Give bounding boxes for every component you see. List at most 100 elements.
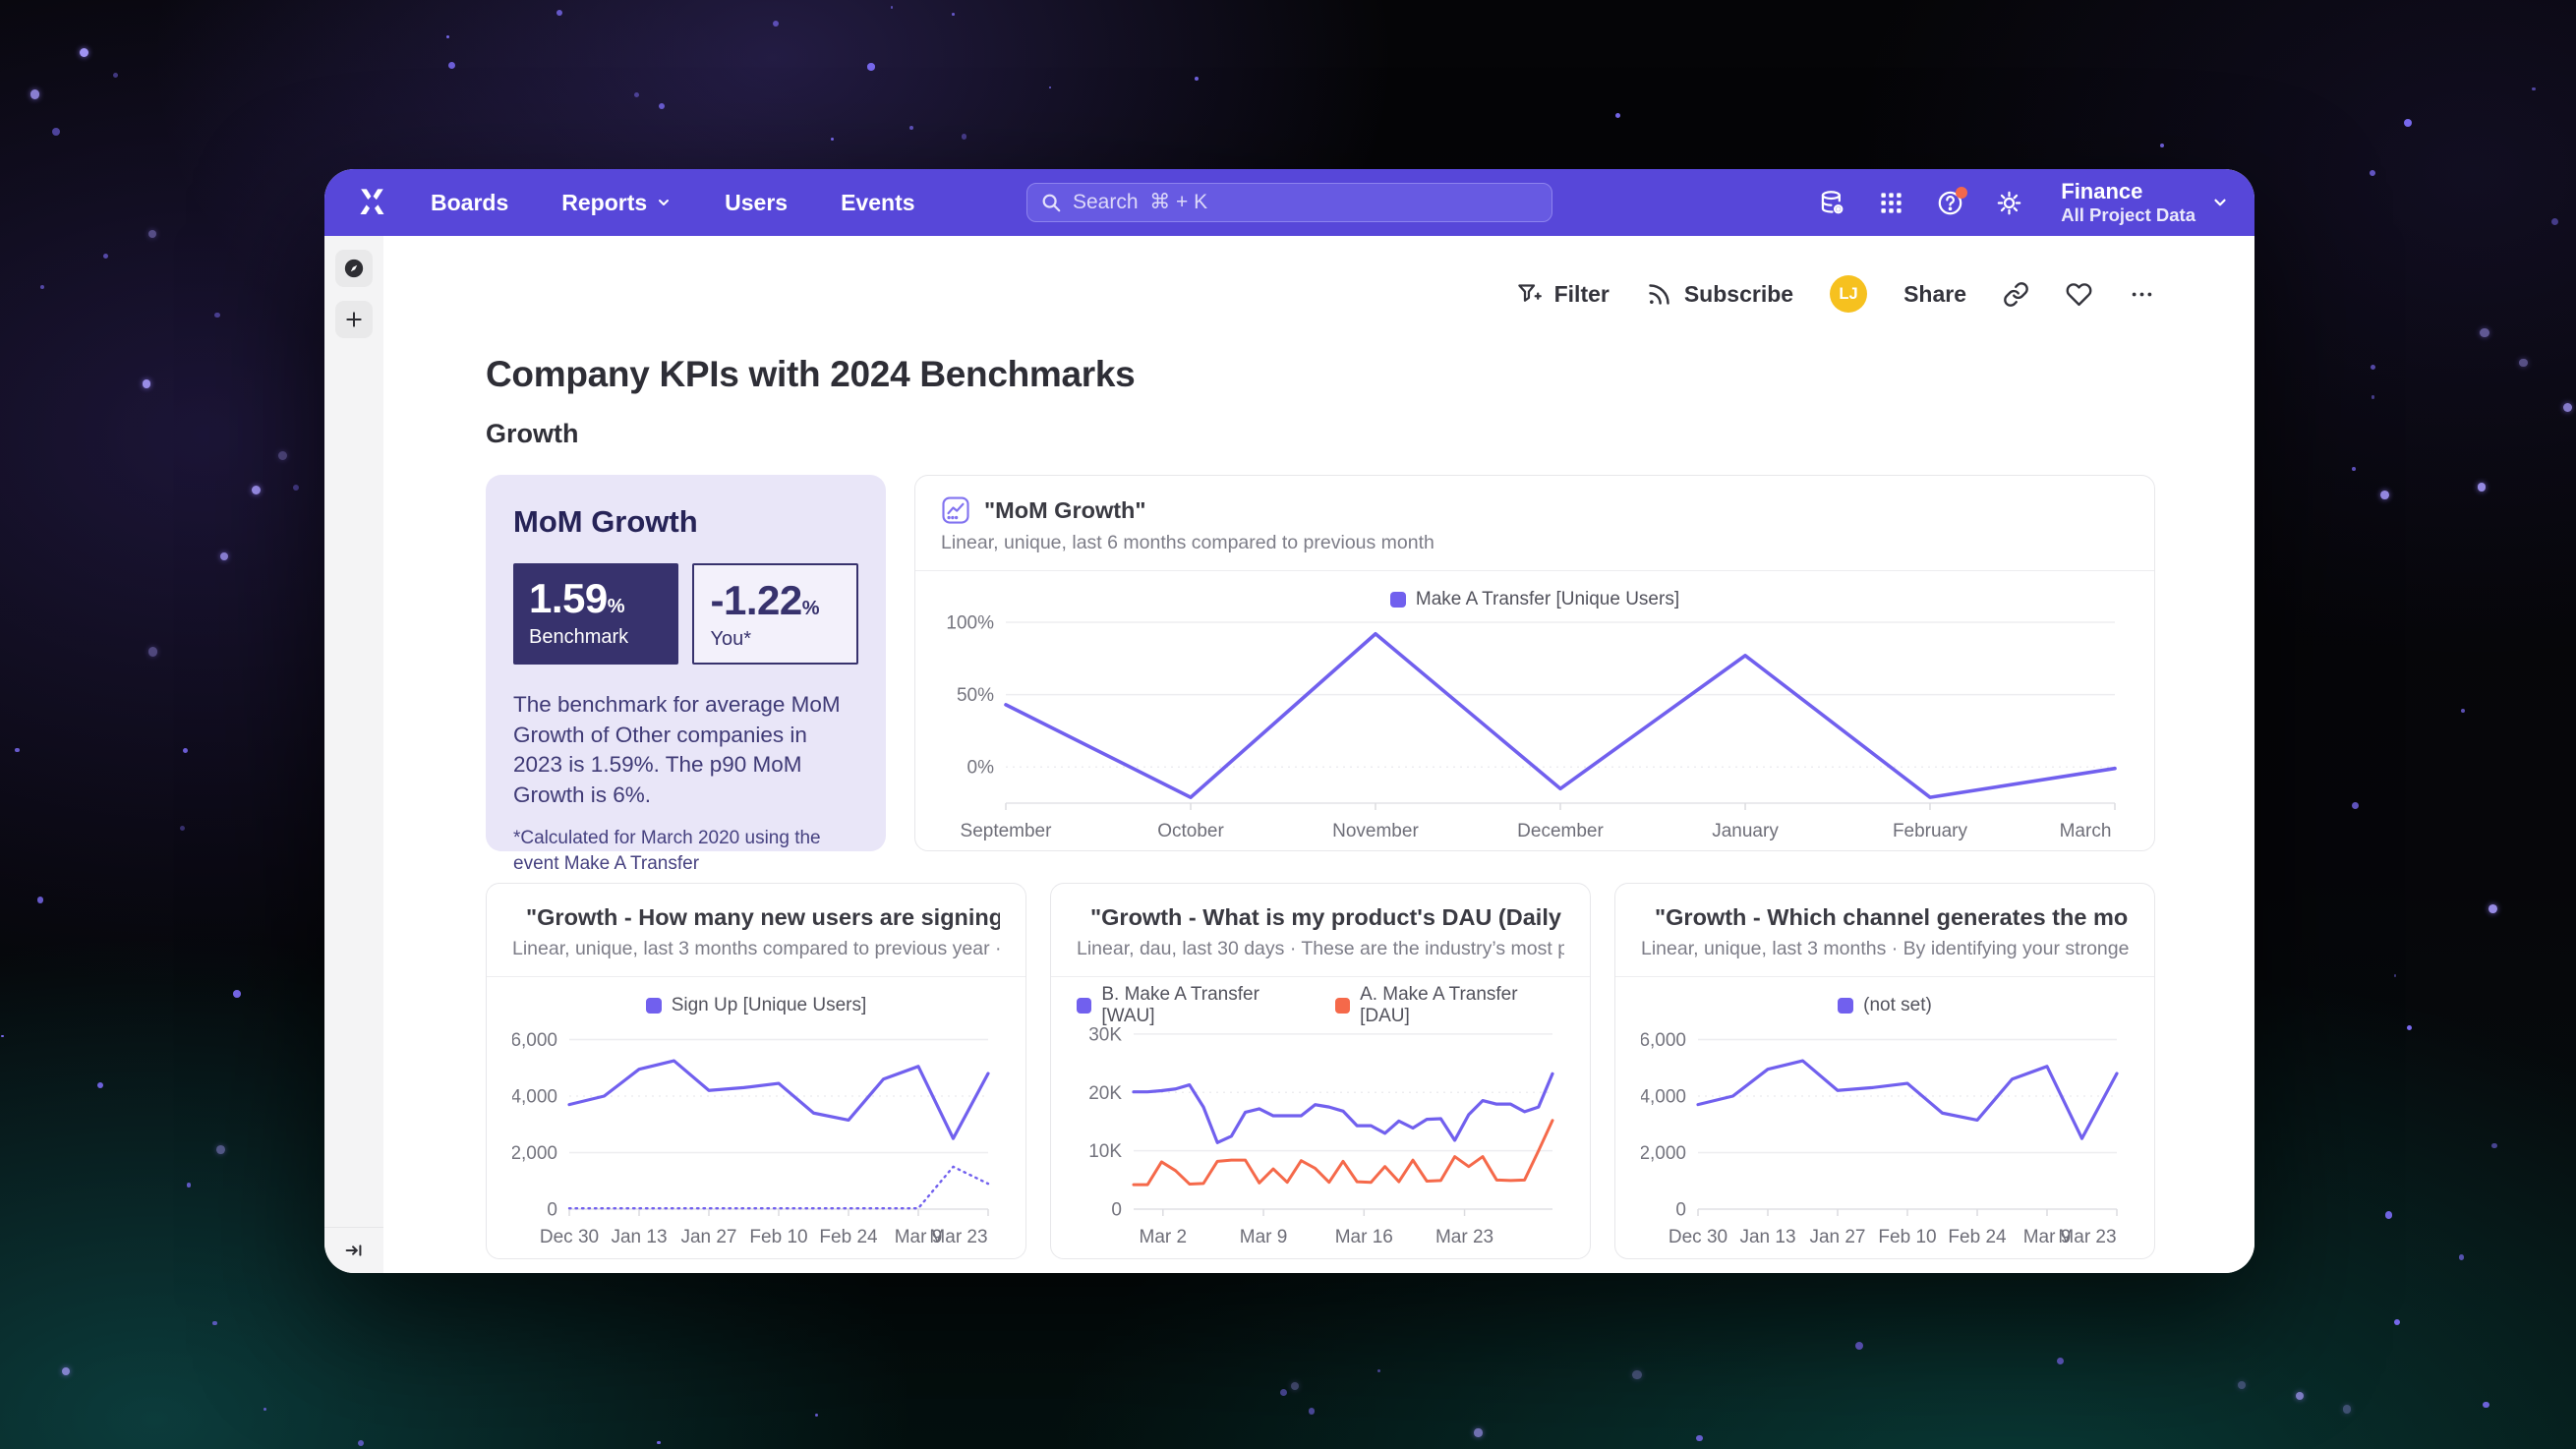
chart-title[interactable]: "Growth - How many new users are signing… (526, 903, 1000, 930)
legend-item[interactable]: A. Make A Transfer [DAU] (1334, 984, 1564, 1027)
star-dot (447, 62, 456, 70)
star-dot (2407, 1024, 2413, 1030)
mom-growth-benchmark-card[interactable]: MoM Growth 1.59% Benchmark -1.22% You* T… (486, 475, 886, 874)
legend-item[interactable]: (not set) (1838, 995, 1932, 1016)
data-management-icon[interactable] (1819, 190, 1845, 216)
star-dot (29, 89, 39, 99)
svg-text:0: 0 (1111, 1200, 1122, 1221)
star-dot (14, 747, 20, 753)
notification-badge (1956, 186, 1968, 199)
chevron-down-icon (2214, 199, 2226, 206)
card-header: "Growth - How many new users are signing… (487, 884, 1025, 977)
explore-boards-button[interactable] (335, 250, 373, 287)
star-dot (2393, 1319, 2400, 1326)
app-window: X Boards Reports Users Events (324, 169, 2254, 1273)
star-dot (2477, 483, 2487, 492)
card-header: "MoM Growth" Linear, unique, last 6 mont… (915, 476, 2154, 571)
expand-sidebar-button[interactable] (324, 1227, 383, 1273)
avatar[interactable]: LJ (1830, 275, 1868, 313)
star-dot (51, 127, 60, 136)
star-dot (2393, 974, 2397, 977)
nav-item-reports[interactable]: Reports (561, 190, 672, 216)
svg-text:October: October (1157, 821, 1224, 841)
star-dot (1376, 1368, 1381, 1373)
legend-item[interactable]: Sign Up [Unique Users] (645, 995, 866, 1016)
nav-item-users[interactable]: Users (725, 189, 789, 215)
rss-icon (1649, 283, 1669, 305)
svg-text:Dec 30: Dec 30 (1669, 1227, 1727, 1247)
star-dot (2370, 169, 2376, 176)
nav-menu: Boards Reports Users Events (431, 190, 915, 216)
svg-text:10K: 10K (1088, 1141, 1122, 1162)
board-content: Filter Subscribe LJ Share Company KPIs w… (383, 236, 2254, 1273)
subscribe-button[interactable]: Subscribe (1646, 281, 1793, 308)
nav-item-events[interactable]: Events (841, 189, 915, 215)
star-dot (2461, 709, 2466, 714)
star-dot (233, 990, 241, 998)
filter-funnel-icon (1517, 283, 1542, 302)
plus-icon (346, 312, 362, 327)
star-dot (830, 137, 834, 141)
svg-text:Dec 30: Dec 30 (540, 1227, 599, 1247)
nav-item-boards[interactable]: Boards (431, 189, 509, 215)
svg-text:2,000: 2,000 (1641, 1143, 1686, 1164)
star-dot (358, 1440, 365, 1447)
help-icon[interactable] (1937, 186, 1968, 216)
star-dot (2458, 1254, 2465, 1261)
star-dot (62, 1366, 71, 1375)
more-options-icon[interactable] (2129, 281, 2155, 308)
legend-item[interactable]: Make A Transfer [Unique Users] (1389, 589, 1679, 610)
svg-text:6,000: 6,000 (1641, 1030, 1686, 1051)
legend-swatch (645, 998, 662, 1014)
star-dot (2384, 1211, 2393, 1219)
star-dot (102, 253, 108, 259)
line-chart-icon (942, 496, 969, 524)
svg-text:2,000: 2,000 (512, 1143, 557, 1164)
chart-title[interactable]: "Growth - What is my product's DAU (Dail… (1090, 903, 1564, 930)
star-dot (2404, 119, 2413, 128)
svg-text:December: December (1517, 821, 1604, 841)
filter-button[interactable]: Filter (1516, 281, 1610, 308)
copy-link-icon[interactable] (2003, 281, 2029, 308)
channels-line-chart[interactable]: 6,000 4,000 2,000 0 Dec 30 Jan 13 Jan 27 Feb 10… (1639, 1018, 2131, 1252)
top-nav: X Boards Reports Users Events (324, 169, 2254, 236)
svg-text:0: 0 (547, 1200, 557, 1221)
signups-line-chart[interactable]: 6,000 4,000 2,000 0 Dec 30 Jan 13 Jan 27 Feb 10… (510, 1018, 1002, 1252)
star-dot (1291, 1382, 1300, 1391)
star-dot (179, 826, 185, 832)
new-board-button[interactable] (335, 301, 373, 338)
chart-subtitle: Linear, unique, last 3 months · By ident… (1641, 938, 2129, 959)
settings-gear-icon[interactable] (1996, 190, 2022, 216)
svg-text:4,000: 4,000 (1641, 1087, 1686, 1108)
star-dot (952, 13, 955, 16)
svg-text:February: February (1893, 821, 1968, 841)
star-dot (2295, 1391, 2304, 1401)
star-dot (277, 450, 287, 460)
legend-item[interactable]: B. Make A Transfer [WAU] (1077, 984, 1310, 1027)
star-dot (867, 63, 875, 71)
dau-line-chart[interactable]: 30K 20K 10K 0 Mar 2 Mar 9 Mar 16 Mar 23 (1077, 1018, 1566, 1252)
mixpanel-logo-icon[interactable]: X (350, 181, 393, 224)
chart-title[interactable]: "Growth - Which channel generates the mo… (1655, 903, 2129, 930)
project-selector[interactable]: Finance All Project Data (2061, 179, 2229, 227)
star-dot (890, 6, 894, 10)
compass-icon (344, 259, 364, 278)
dau-chart-card: "Growth - What is my product's DAU (Dail… (1050, 883, 1591, 1259)
project-name: Finance (2061, 178, 2143, 203)
svg-text:September: September (961, 821, 1053, 841)
chart-title[interactable]: "MoM Growth" (984, 496, 1146, 523)
mom-card-title: MoM Growth (513, 504, 698, 539)
search-input[interactable] (1026, 183, 1552, 222)
star-dot (1632, 1369, 1642, 1380)
apps-grid-icon[interactable] (1878, 190, 1904, 216)
star-dot (2550, 218, 2558, 226)
svg-text:Jan 27: Jan 27 (680, 1227, 736, 1247)
svg-text:January: January (1712, 821, 1779, 841)
star-dot (39, 284, 44, 289)
share-button[interactable]: Share (1903, 280, 1966, 307)
star-dot (2483, 1402, 2489, 1409)
favorite-heart-icon[interactable] (2066, 281, 2092, 308)
mom-growth-line-chart[interactable]: 100% 50% 0% September October November Decembe… (941, 612, 2129, 846)
star-dot (556, 9, 562, 16)
star-dot (814, 1414, 818, 1417)
